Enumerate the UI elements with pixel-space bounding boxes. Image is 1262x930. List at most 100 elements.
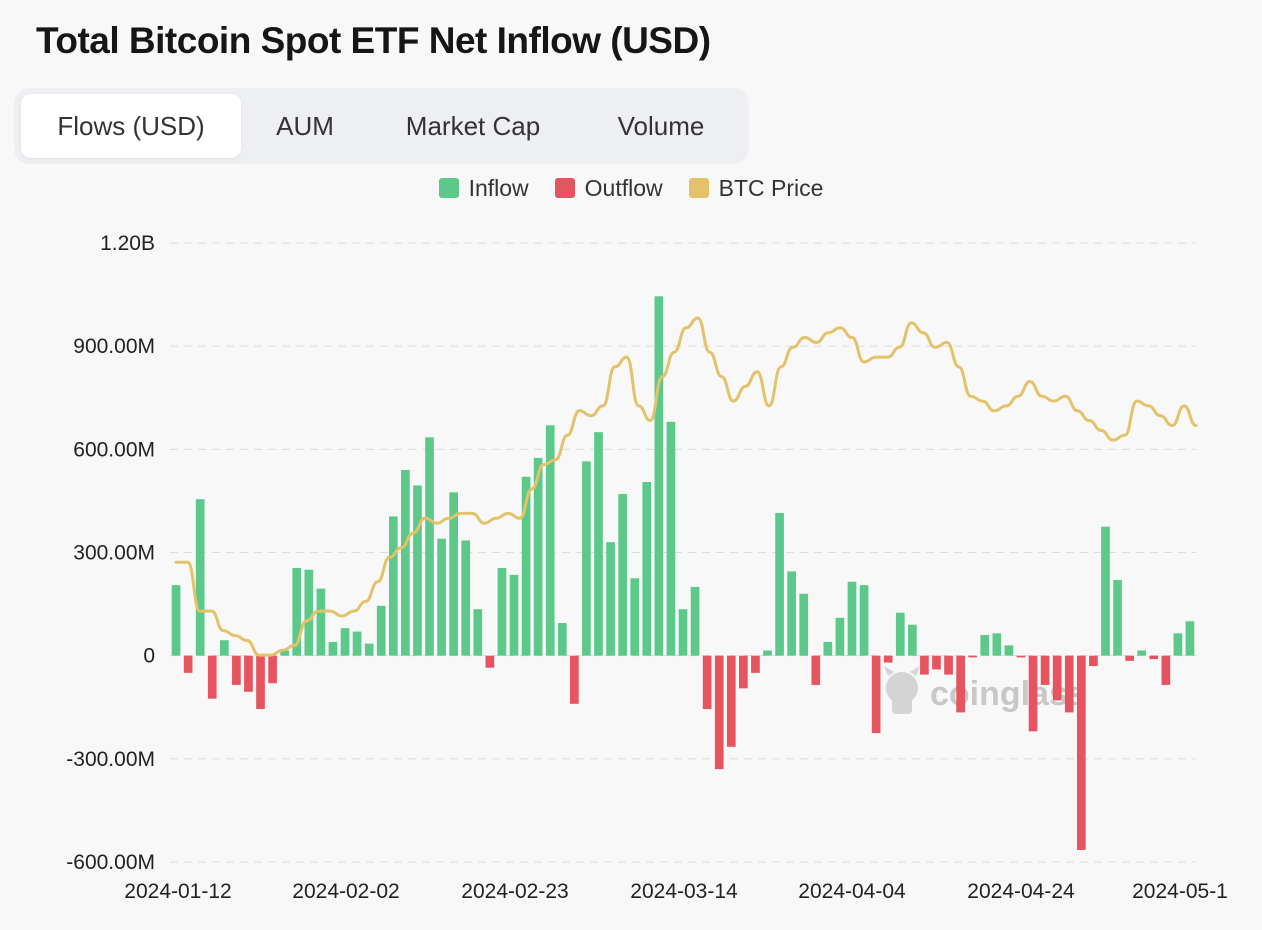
inflow-bar[interactable] xyxy=(316,588,326,656)
outflow-bar[interactable] xyxy=(183,655,193,673)
y-tick-label: 0 xyxy=(143,645,155,668)
inflow-bar[interactable] xyxy=(557,623,567,656)
inflow-bar[interactable] xyxy=(352,631,362,656)
inflow-bar[interactable] xyxy=(908,624,917,656)
inflow-bar[interactable] xyxy=(376,605,386,656)
inflow-bar[interactable] xyxy=(219,640,229,656)
inflow-bar[interactable] xyxy=(763,650,772,656)
inflow-bar[interactable] xyxy=(401,469,410,656)
y-axis: 1.20B 900.00M 600.00M 300.00M 0 -300.00M -600.… xyxy=(66,232,155,874)
legend-inflow[interactable]: Inflow xyxy=(438,174,529,202)
inflow-bar[interactable] xyxy=(533,457,543,656)
tab-market-cap[interactable]: Market Cap xyxy=(405,110,541,141)
inflow-bar[interactable] xyxy=(618,494,627,656)
outflow-bar[interactable] xyxy=(485,655,495,668)
outflow-bar[interactable] xyxy=(1028,655,1038,732)
inflow-bar[interactable] xyxy=(654,296,664,656)
inflow-bar[interactable] xyxy=(835,617,845,656)
inflow-bar[interactable] xyxy=(388,516,398,656)
inflow-bar[interactable] xyxy=(364,643,374,656)
outflow-bar[interactable] xyxy=(751,655,760,673)
legend-inflow-label: Inflow xyxy=(468,174,529,201)
tab-flows[interactable]: Flows (USD) xyxy=(21,94,241,158)
outflow-bar[interactable] xyxy=(968,655,978,658)
legend-outflow[interactable]: Outflow xyxy=(554,175,663,202)
inflow-bar[interactable] xyxy=(195,499,205,656)
inflow-bar[interactable] xyxy=(1004,645,1014,656)
outflow-bar[interactable] xyxy=(1076,655,1086,850)
outflow-bar[interactable] xyxy=(256,655,265,709)
inflow-bar[interactable] xyxy=(425,437,434,656)
outflow-bar[interactable] xyxy=(1016,655,1026,658)
inflow-bar[interactable] xyxy=(799,593,809,656)
inflow-bar[interactable] xyxy=(787,571,796,656)
outflow-bar[interactable] xyxy=(1040,655,1050,685)
outflow-bar[interactable] xyxy=(1161,655,1171,685)
outflow-bar[interactable] xyxy=(944,655,953,675)
legend-btc-price-label: BTC Price xyxy=(718,174,824,201)
outflow-bar[interactable] xyxy=(1089,655,1098,666)
outflow-bar[interactable] xyxy=(920,655,929,675)
inflow-bar[interactable] xyxy=(678,609,688,656)
inflow-bar[interactable] xyxy=(980,635,990,656)
inflow-bar[interactable] xyxy=(304,569,314,656)
outflow-bar[interactable] xyxy=(207,655,217,699)
legend-btc-price[interactable]: BTC Price xyxy=(688,174,824,202)
inflow-bar[interactable] xyxy=(775,512,784,656)
inflow-bar[interactable] xyxy=(497,567,507,656)
inflow-bar[interactable] xyxy=(437,538,446,656)
inflow-bar[interactable] xyxy=(594,432,603,656)
inflow-bar[interactable] xyxy=(340,628,350,656)
inflow-bar[interactable] xyxy=(847,581,857,656)
outflow-bar[interactable] xyxy=(702,655,712,709)
y-tick-label: 600.00M xyxy=(73,438,155,461)
x-tick-label: 2024-04-24 xyxy=(967,880,1075,903)
inflow-bar[interactable] xyxy=(292,567,302,656)
inflow-bar[interactable] xyxy=(449,492,458,656)
inflow-bar[interactable] xyxy=(509,574,519,656)
inflow-bar[interactable] xyxy=(666,421,676,656)
inflow-bar[interactable] xyxy=(606,542,615,656)
inflow-bar[interactable] xyxy=(1173,633,1183,656)
inflow-bar[interactable] xyxy=(1185,621,1195,656)
outflow-bar[interactable] xyxy=(871,655,881,734)
outflow-bar[interactable] xyxy=(739,655,748,689)
inflow-bar[interactable] xyxy=(895,612,905,656)
outflow-bar[interactable] xyxy=(570,655,579,704)
x-tick-label: 2024-02-23 xyxy=(461,880,568,903)
inflow-bar[interactable] xyxy=(630,578,640,656)
outflow-bar[interactable] xyxy=(1052,655,1062,701)
outflow-bar[interactable] xyxy=(932,655,941,670)
inflow-bar[interactable] xyxy=(1101,526,1110,656)
inflow-bar[interactable] xyxy=(280,650,290,656)
inflow-bar[interactable] xyxy=(1113,580,1122,656)
tab-volume[interactable]: Volume xyxy=(617,110,705,141)
outflow-bar[interactable] xyxy=(244,655,253,692)
inflow-bar[interactable] xyxy=(521,476,531,656)
inflow-bar[interactable] xyxy=(473,609,483,656)
outflow-bar[interactable] xyxy=(714,655,724,770)
inflow-bar[interactable] xyxy=(859,585,869,656)
inflow-bar[interactable] xyxy=(461,540,471,656)
outflow-bar[interactable] xyxy=(811,655,821,685)
inflow-bar[interactable] xyxy=(690,586,700,656)
inflow-bar[interactable] xyxy=(582,461,591,656)
outflow-bar[interactable] xyxy=(1125,655,1134,661)
outflow-bar[interactable] xyxy=(956,655,965,713)
outflow-bar[interactable] xyxy=(883,655,893,663)
outflow-bar[interactable] xyxy=(232,655,241,685)
inflow-bar[interactable] xyxy=(992,633,1002,656)
inflow-bar[interactable] xyxy=(1137,650,1147,656)
bars xyxy=(171,296,1195,850)
outflow-bar[interactable] xyxy=(1149,655,1159,660)
inflow-bar[interactable] xyxy=(642,482,652,656)
outflow-bar[interactable] xyxy=(726,655,736,747)
tab-aum[interactable]: AUM xyxy=(276,110,334,141)
inflow-bar[interactable] xyxy=(328,641,338,656)
outflow-bar[interactable] xyxy=(268,655,277,684)
inflow-bar[interactable] xyxy=(545,425,555,656)
inflow-bar[interactable] xyxy=(823,641,833,656)
inflow-bar[interactable] xyxy=(171,585,181,656)
inflow-bar[interactable] xyxy=(413,485,422,656)
outflow-bar[interactable] xyxy=(1064,655,1074,713)
